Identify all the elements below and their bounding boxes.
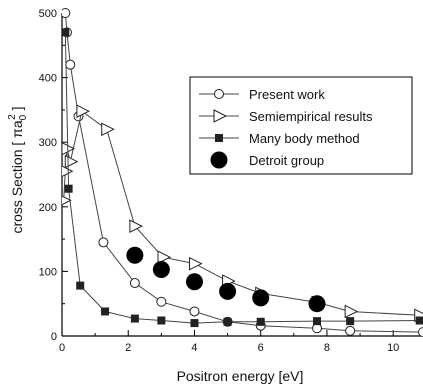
many-body-point [313,317,322,326]
x-tick-label: 0 [59,342,65,354]
legend-marker [214,89,224,99]
many-body-point [415,316,423,325]
present-work-point [345,325,356,336]
many-body-point [130,314,139,323]
present-work-point [62,8,71,18]
legend-item-many-body: Many body method [199,131,360,146]
legend-marker [213,109,228,123]
legend: Present work Semiempirical results Many bo… [189,76,413,175]
many-body-line [64,32,420,324]
x-tick-label: 2 [125,342,131,354]
y-tick-label: 100 [39,266,57,278]
many-body-point [101,307,110,316]
detroit-group-point [126,246,144,264]
semiempirical-point [101,122,115,137]
y-axis-title-close: ] [9,106,25,114]
present-work-point [129,278,140,289]
present-work-point [156,296,167,307]
y-tick-label: 300 [39,137,57,149]
legend-label: Present work [249,87,325,102]
many-body-point [76,281,85,290]
present-work-point [98,237,109,248]
detroit-group-point [219,282,237,300]
present-work-point [189,306,200,317]
legend-item-semiempirical: Semiempirical results [199,109,373,124]
y-tick-label: 200 [39,202,57,214]
detroit-group-point [308,295,326,313]
semiempirical-point [188,256,203,271]
legend-label: Many body method [249,131,360,146]
legend-label: Detroit group [249,153,324,168]
y-axis-title: cross Section [ πa02 ] [7,106,29,233]
legend-marker [215,134,223,142]
present-work-point [65,59,76,70]
series-group [62,8,423,336]
semiempirical-point [62,165,74,177]
detroit-group-point [252,289,270,307]
semiempirical-point [157,250,172,264]
many-body-point [190,319,199,328]
many-body-point [64,184,73,193]
detroit-group-series [126,246,326,313]
y-axis-title-a: a [9,120,25,128]
semiempirical-point [129,219,143,233]
y-tick-label: 0 [51,331,57,343]
many-body-point [346,317,355,326]
semiempirical-point [76,104,90,119]
y-tick-label: 400 [39,73,57,85]
semiempirical-point [344,304,359,319]
y-axis-title-superscript: 2 [7,114,18,120]
x-tick-label: 10 [387,342,399,354]
x-tick-label: 6 [258,342,264,354]
legend-item-detroit-group: Detroit group [210,151,324,169]
y-axis-title-main: cross Section [ [9,138,25,234]
many-body-point [62,28,70,37]
semiempirical-point [62,195,72,206]
legend-label: Semiempirical results [249,109,373,124]
many-body-point [256,317,265,326]
x-axis-title: Positron energy [eV] [177,368,304,384]
legend-item-present-work: Present work [199,87,325,102]
y-tick-label: 500 [39,8,57,20]
detroit-group-point [185,273,203,291]
present-work-point [418,327,423,336]
many-body-point [157,316,166,325]
x-tick-label: 8 [324,342,330,354]
legend-marker [210,151,228,169]
detroit-group-point [152,260,170,278]
many-body-point [223,317,232,326]
y-axis-title-pi: π [9,128,25,138]
many-body-series [62,28,423,328]
y-axis-title-subscript: 0 [18,114,29,120]
x-tick-label: 4 [191,342,197,354]
